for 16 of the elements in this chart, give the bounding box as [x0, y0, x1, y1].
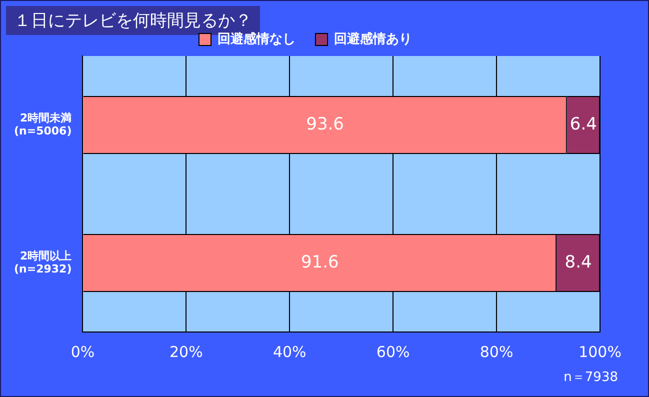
x-tick-label: 100%	[578, 342, 622, 361]
x-tick-label: 0%	[70, 342, 95, 361]
data-label: 91.6	[300, 252, 339, 272]
data-label: 8.4	[564, 252, 592, 272]
x-tick-label: 40%	[272, 342, 306, 361]
legend-label: 回避感情あり	[334, 30, 412, 47]
y-tick-label: 2時間未満 (n=5006)	[14, 111, 72, 138]
data-label: 93.6	[306, 114, 344, 134]
x-tick-label: 80%	[480, 342, 514, 361]
data-label: 6.4	[570, 114, 597, 134]
text: n＝7938	[564, 369, 618, 386]
x-tick-label: 20%	[170, 342, 203, 361]
legend-label: 回避感情なし	[218, 30, 296, 47]
chart-title: １日にテレビを何時間見るか？	[14, 11, 252, 31]
x-tick-label: 60%	[376, 342, 410, 361]
y-tick-label: 2時間以上 (n=2932)	[14, 249, 72, 276]
